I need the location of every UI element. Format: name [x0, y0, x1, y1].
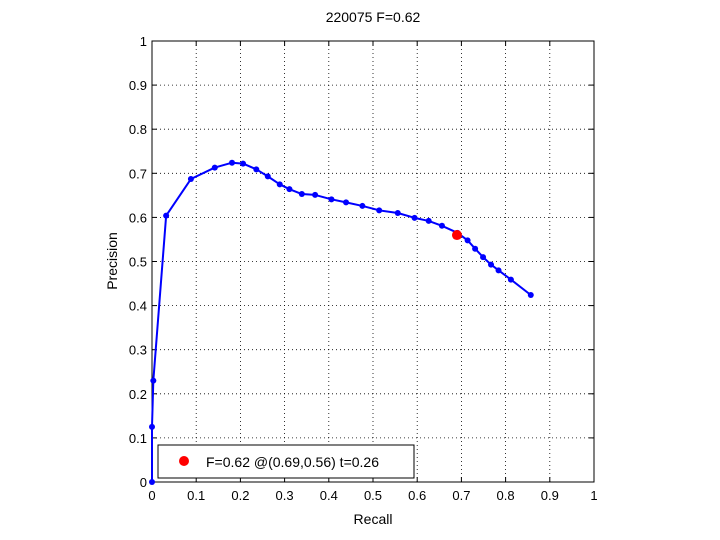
x-tick-label: 0.2 — [231, 488, 249, 503]
data-point — [328, 196, 335, 203]
y-tick-labels: 0 0.1 0.2 0.3 0.4 0.5 0.6 0.7 0.8 0.9 1 — [129, 34, 147, 490]
data-point — [240, 160, 247, 167]
x-tick-label: 0.5 — [364, 488, 382, 503]
data-point — [149, 423, 155, 430]
data-point — [298, 191, 305, 198]
data-point — [149, 479, 155, 485]
data-point — [286, 186, 293, 193]
data-point — [464, 237, 471, 244]
data-point — [312, 191, 319, 198]
data-point — [480, 254, 487, 261]
series-group — [149, 159, 534, 485]
data-point — [229, 159, 236, 166]
data-point — [425, 217, 432, 224]
y-tick-label: 0.3 — [129, 343, 147, 358]
data-point — [276, 181, 283, 188]
legend-box — [157, 444, 415, 479]
data-point — [472, 245, 479, 252]
y-tick-label: 0.5 — [129, 255, 147, 270]
y-tick-label: 0 — [140, 475, 147, 490]
y-tick-label: 0.2 — [129, 387, 147, 402]
data-point — [488, 261, 495, 268]
x-tick-label: 0.6 — [408, 488, 426, 503]
x-tick-label: 0.3 — [276, 488, 294, 503]
data-point — [253, 166, 260, 173]
x-tick-label: 0 — [148, 488, 155, 503]
y-tick-label: 1 — [140, 34, 147, 49]
y-tick-label: 0.8 — [129, 122, 147, 137]
best-f-point — [451, 230, 462, 241]
y-tick-label: 0.7 — [129, 166, 147, 181]
x-tick-label: 0.7 — [452, 488, 470, 503]
data-point — [376, 207, 383, 214]
y-tick-label: 0.9 — [129, 78, 147, 93]
data-point — [163, 212, 170, 219]
x-tick-labels: 0 0.1 0.2 0.3 0.4 0.5 0.6 0.7 0.8 0.9 1 — [148, 488, 597, 503]
data-point — [187, 176, 194, 183]
x-tick-label: 0.1 — [187, 488, 205, 503]
data-point — [211, 164, 218, 171]
legend: F=0.62 @(0.69,0.56) t=0.26 — [157, 444, 415, 479]
chart-title: 220075 F=0.62 — [326, 9, 421, 25]
data-point — [411, 214, 418, 221]
data-point — [264, 173, 271, 180]
legend-marker — [179, 456, 189, 466]
x-tick-label: 1 — [590, 488, 597, 503]
x-axis-label: Recall — [354, 511, 393, 527]
y-tick-label: 0.4 — [129, 299, 147, 314]
y-axis-label: Precision — [104, 232, 120, 290]
legend-label: F=0.62 @(0.69,0.56) t=0.26 — [206, 454, 379, 470]
data-point — [495, 267, 502, 274]
data-point — [359, 202, 366, 209]
y-tick-label: 0.1 — [129, 431, 147, 446]
x-tick-label: 0.8 — [497, 488, 515, 503]
data-point — [394, 209, 401, 216]
x-tick-label: 0.9 — [541, 488, 559, 503]
data-point — [343, 199, 350, 206]
y-tick-label: 0.6 — [129, 210, 147, 225]
x-tick-label: 0.4 — [320, 488, 338, 503]
data-point — [150, 377, 157, 384]
data-point — [507, 276, 514, 283]
grid — [152, 41, 594, 482]
data-point — [527, 292, 534, 299]
data-point — [438, 222, 445, 229]
